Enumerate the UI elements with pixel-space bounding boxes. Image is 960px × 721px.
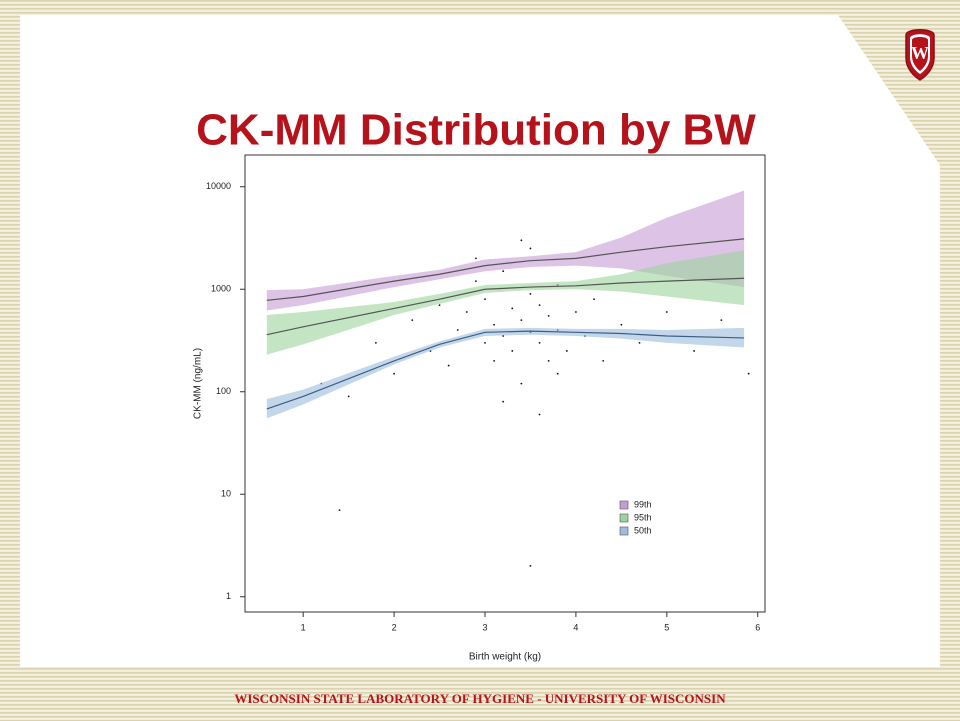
data-point [565, 350, 568, 352]
data-point [338, 509, 341, 512]
data-point [529, 564, 532, 567]
data-point [520, 382, 523, 385]
y-tick-label: 1000 [211, 284, 231, 294]
data-point [411, 319, 414, 321]
x-tick-label: 2 [392, 622, 397, 632]
quantile-line [266, 238, 745, 301]
legend-label: 99th [634, 499, 652, 509]
data-point [547, 314, 550, 317]
data-point [475, 257, 477, 260]
data-point [529, 293, 532, 295]
legend-label: 50th [634, 525, 652, 535]
data-point [375, 341, 377, 344]
data-point [502, 270, 505, 273]
y-tick-label: 100 [216, 386, 231, 396]
confidence-band [266, 250, 745, 355]
data-point [456, 329, 459, 331]
data-point [493, 323, 495, 326]
data-point [520, 239, 523, 242]
data-point [511, 350, 514, 352]
data-point [720, 319, 723, 321]
legend-swatch [619, 526, 629, 536]
data-point [465, 311, 468, 313]
y-tick-label: 10000 [206, 181, 231, 191]
data-point [538, 304, 541, 307]
data-point [438, 304, 441, 307]
x-axis-label: Birth weight (kg) [469, 652, 541, 663]
data-point [493, 359, 495, 362]
x-tick-label: 3 [482, 622, 487, 632]
quantile-line [266, 277, 745, 336]
data-point [538, 413, 541, 416]
data-point [502, 400, 505, 403]
data-point [475, 280, 477, 283]
data-point [693, 350, 695, 352]
data-point [511, 307, 514, 310]
data-point [484, 341, 486, 344]
logo: W [905, 29, 935, 81]
legend-swatch [619, 513, 629, 523]
legend-label: 95th [634, 512, 652, 522]
svg-text:W: W [911, 43, 929, 63]
data-point [575, 311, 577, 313]
data-point [638, 341, 641, 344]
legend-swatch [619, 500, 629, 510]
x-tick-label: 6 [755, 622, 760, 632]
y-tick-label: 10 [221, 489, 231, 499]
y-axis-label: CK-MM (ng/mL) [193, 348, 204, 419]
slide-footer: WISCONSIN STATE LABORATORY OF HYGIENE - … [234, 691, 726, 706]
plot-frame [244, 154, 766, 613]
data-point [538, 341, 541, 344]
data-point [556, 372, 559, 375]
data-point [620, 323, 623, 326]
x-tick-label: 4 [573, 622, 578, 632]
x-tick-label: 1 [301, 622, 306, 632]
data-point [347, 395, 350, 398]
content-panel [20, 15, 940, 667]
data-point [665, 311, 668, 313]
data-point [393, 372, 395, 375]
confidence-band [266, 190, 745, 311]
data-point [529, 247, 532, 250]
quantile-line [266, 330, 745, 410]
data-point [593, 298, 595, 301]
chart: 1 2 3 4 5 6 1 10 100 1000 10000 Birth weight (kg) CK… [193, 154, 766, 663]
data-point [520, 319, 523, 321]
data-point [747, 372, 750, 375]
data-point [484, 298, 486, 301]
slide-title: CK-MM Distribution by BW [196, 106, 756, 155]
data-point [447, 364, 450, 367]
x-tick-label: 5 [664, 622, 669, 632]
y-tick-label: 1 [226, 591, 231, 601]
data-point [547, 359, 550, 362]
data-point [502, 335, 505, 337]
data-point [602, 359, 605, 362]
